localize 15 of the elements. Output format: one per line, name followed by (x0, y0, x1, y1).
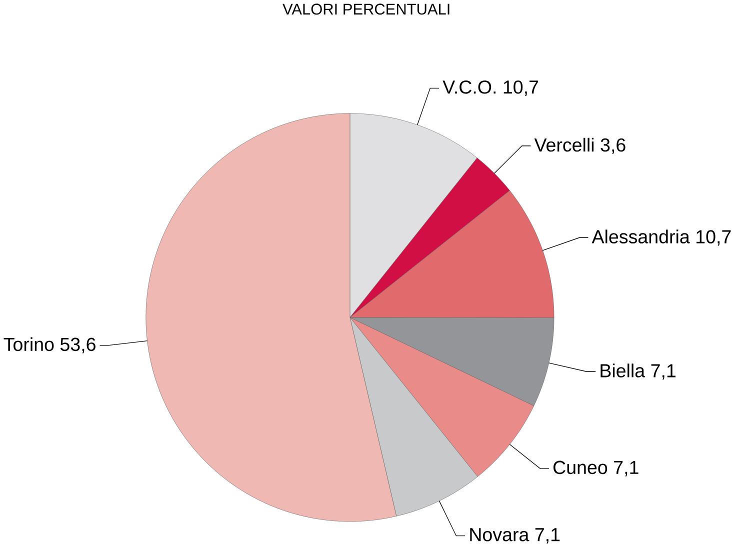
data-label: 7,1 (614, 461, 638, 476)
slice-label: Vercelli (534, 138, 594, 152)
chart-title: VALORI PERCENTUALI (282, 4, 450, 15)
slice-label: Biella (600, 364, 646, 378)
slice-label: V.C.O. (442, 80, 496, 94)
slice-label: Novara (470, 528, 530, 542)
data-label: 7,1 (651, 364, 676, 380)
slice-label: Alessandria (592, 230, 690, 244)
data-label: 10,7 (696, 230, 731, 246)
data-label: 10,7 (504, 80, 538, 96)
data-label: 3,6 (600, 138, 626, 154)
data-label: 7,1 (535, 528, 560, 544)
slice-label: Cuneo (554, 460, 608, 474)
data-label: 53,6 (60, 338, 96, 354)
slice-label: Torino (4, 337, 54, 352)
